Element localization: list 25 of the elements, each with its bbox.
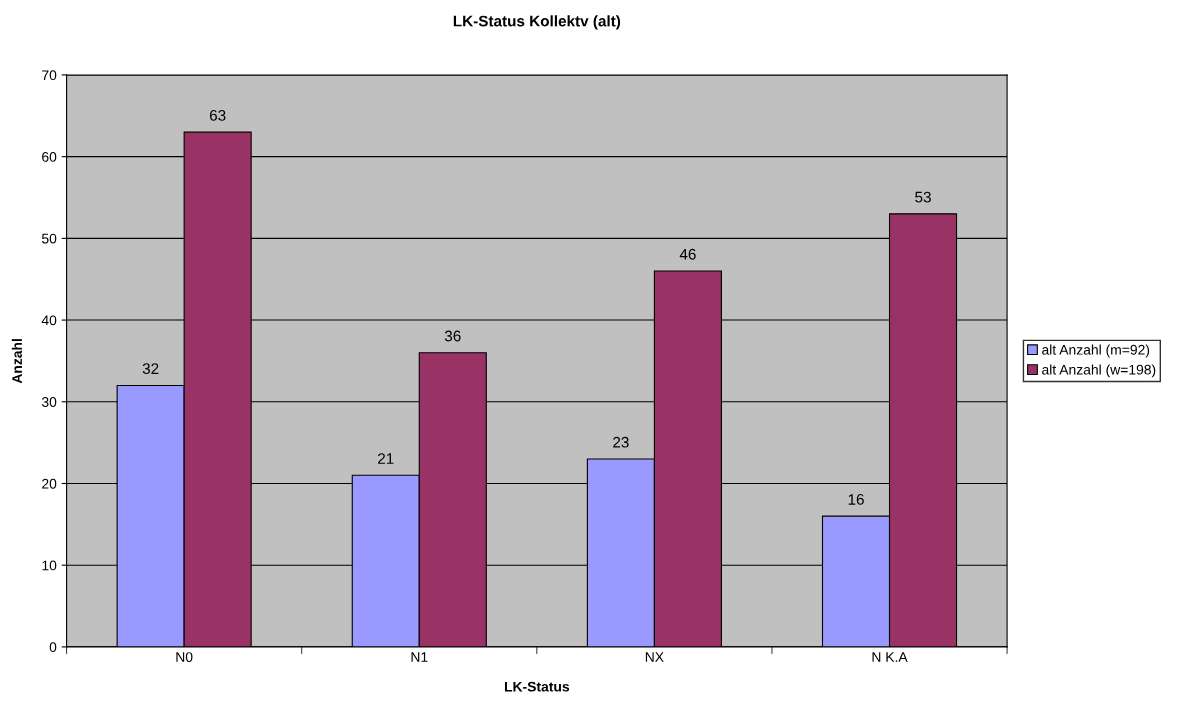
y-tick-label: 0 <box>49 642 57 653</box>
x-tick-label: N K.A <box>872 652 908 662</box>
y-tick-label: 50 <box>41 233 57 244</box>
x-axis-title: LK-Status <box>504 681 570 692</box>
data-label: 21 <box>378 453 394 464</box>
data-label: 53 <box>915 191 931 203</box>
chart-title: LK-Status Kollektv (alt) <box>453 15 621 30</box>
y-tick-label: 10 <box>42 560 57 571</box>
legend-label: alt Anzahl (w=198) <box>1042 364 1156 378</box>
data-label: 63 <box>209 109 226 121</box>
legend-label: alt Anzahl (m=92) <box>1042 344 1150 358</box>
y-tick-label: 70 <box>42 70 57 81</box>
data-label: 36 <box>444 330 461 342</box>
data-label: 32 <box>142 363 159 375</box>
y-tick-label: 40 <box>41 315 57 326</box>
y-axis-title: Anzahl <box>11 339 22 384</box>
y-tick-label: 60 <box>42 151 57 162</box>
y-tick-label: 20 <box>42 478 57 489</box>
x-tick-label: NX <box>645 652 664 662</box>
data-label: 23 <box>613 436 629 448</box>
data-label: 46 <box>679 248 696 260</box>
x-tick-label: N1 <box>411 652 428 662</box>
x-tick-label: N0 <box>176 652 193 662</box>
y-tick-label: 30 <box>41 397 57 407</box>
data-label: 16 <box>848 494 864 505</box>
